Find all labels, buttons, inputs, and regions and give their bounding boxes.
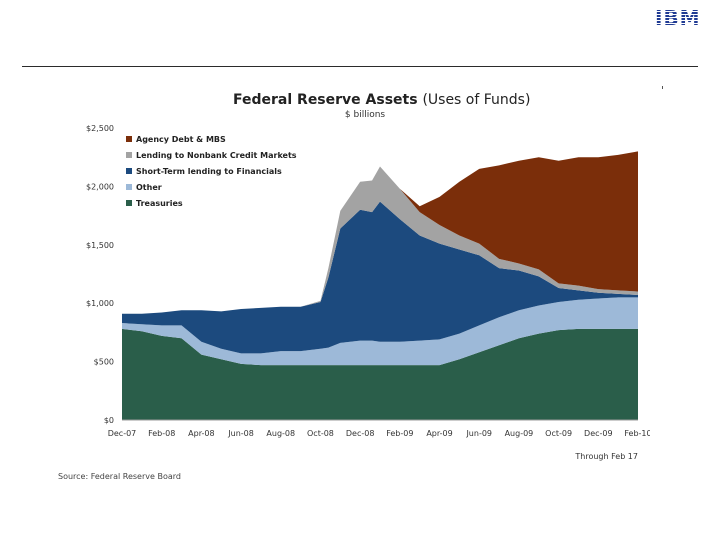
legend-swatch	[126, 152, 132, 158]
legend-swatch	[126, 168, 132, 174]
legend-label: Agency Debt & MBS	[136, 135, 226, 144]
x-tick-label: Dec-07	[108, 429, 137, 438]
y-tick-label: $1,500	[86, 241, 114, 250]
chart-title: Federal Reserve Assets (Uses of Funds)	[233, 92, 530, 108]
chart-title-main: Federal Reserve Assets	[233, 92, 422, 108]
ibm-logo: IBM	[655, 6, 701, 30]
fed-assets-chart: Federal Reserve Assets (Uses of Funds) $ …	[86, 92, 650, 461]
series-area-0	[122, 328, 638, 420]
x-tick-label: Feb-09	[386, 429, 413, 438]
legend-label: Treasuries	[136, 199, 183, 208]
series-area-3	[122, 166, 638, 314]
x-tick-label: Apr-09	[426, 429, 452, 438]
x-tick-label: Aug-09	[505, 429, 534, 438]
series-area-1	[122, 297, 638, 366]
legend-label: Short-Term lending to Financials	[136, 167, 282, 176]
x-tick-label: Apr-08	[188, 429, 214, 438]
x-tick-label: Feb-08	[148, 429, 175, 438]
y-tick-label: $1,000	[86, 299, 114, 308]
legend-swatch	[126, 136, 132, 142]
y-tick-label: $500	[94, 358, 114, 367]
x-tick-label: Oct-09	[545, 429, 572, 438]
x-tick-label: Oct-08	[307, 429, 334, 438]
x-tick-label: Jun-09	[465, 429, 492, 438]
legend-swatch	[126, 200, 132, 206]
legend-label: Lending to Nonbank Credit Markets	[136, 151, 297, 160]
x-tick-label: Jun-08	[227, 429, 254, 438]
source-note: Source: Federal Reserve Board	[58, 472, 181, 481]
chart-note: Through Feb 17	[574, 452, 638, 461]
y-tick-label: $2,000	[86, 182, 114, 191]
series-area-2	[122, 201, 638, 354]
header-divider	[22, 66, 698, 67]
x-tick-label: Dec-08	[346, 429, 375, 438]
legend-label: Other	[136, 183, 162, 192]
y-tick-label: $0	[104, 416, 114, 425]
chart-subtitle: $ billions	[345, 110, 386, 120]
legend-swatch	[126, 184, 132, 190]
series-area-4	[122, 151, 638, 314]
x-tick-label: Feb-10	[624, 429, 650, 438]
corner-mark	[662, 86, 663, 89]
x-tick-label: Aug-08	[266, 429, 295, 438]
chart-title-suffix: (Uses of Funds)	[422, 92, 530, 108]
x-tick-label: Dec-09	[584, 429, 613, 438]
y-tick-label: $2,500	[86, 124, 114, 133]
